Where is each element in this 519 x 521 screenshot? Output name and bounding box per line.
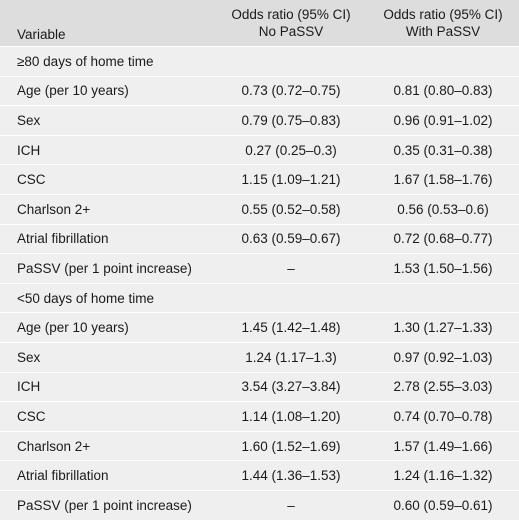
variable-cell: Age (per 10 years) [17, 83, 129, 99]
variable-cell: CSC [17, 408, 46, 424]
no-passv-cell: 0.27 (0.25–0.3) [245, 142, 337, 158]
with-passv-cell: 1.67 (1.58–1.76) [393, 172, 493, 188]
table-body: ≥80 days of home time Age (per 10 years) 0… [0, 47, 519, 521]
no-passv-cell: 0.63 (0.59–0.67) [241, 231, 341, 247]
with-passv-cell: 1.53 (1.50–1.56) [393, 260, 493, 276]
no-passv-cell: 1.44 (1.36–1.53) [241, 468, 341, 484]
with-passv-cell: 0.96 (0.91–1.02) [393, 112, 493, 128]
with-passv-cell: 1.24 (1.16–1.32) [393, 468, 493, 484]
table-row: PaSSV (per 1 point increase) – 0.60 (0.59–… [0, 491, 519, 521]
variable-cell: Charlson 2+ [17, 438, 91, 454]
table-row: Age (per 10 years) 1.45 (1.42–1.48) 1.30 (… [0, 313, 519, 343]
header-with-passv: Odds ratio (95% CI) With PaSSV [367, 0, 519, 46]
table-row: PaSSV (per 1 point increase) – 1.53 (1.50–… [0, 254, 519, 284]
table-row: Atrial fibrillation 0.63 (0.59–0.67) 0.72 … [0, 225, 519, 255]
no-passv-cell: 0.73 (0.72–0.75) [241, 83, 341, 99]
table-row: Atrial fibrillation 1.44 (1.36–1.53) 1.24 … [0, 461, 519, 491]
no-passv-cell: – [287, 260, 295, 276]
no-passv-cell: 1.14 (1.08–1.20) [241, 408, 341, 424]
table-row: ICH 3.54 (3.27–3.84) 2.78 (2.55–3.03) [0, 373, 519, 403]
no-passv-cell: 0.55 (0.52–0.58) [241, 201, 341, 217]
variable-cell: ICH [17, 379, 41, 395]
header-no-passv: Odds ratio (95% CI) No PaSSV [215, 0, 367, 46]
variable-cell: Atrial fibrillation [17, 231, 109, 247]
header-no-passv-line1: Odds ratio (95% CI) [231, 7, 351, 22]
variable-cell: ICH [17, 142, 41, 158]
no-passv-cell: 1.15 (1.09–1.21) [241, 172, 341, 188]
header-no-passv-line2: No PaSSV [258, 24, 324, 39]
section-header-row: ≥80 days of home time [0, 47, 519, 77]
variable-cell: Sex [17, 349, 41, 365]
with-passv-cell: 2.78 (2.55–3.03) [393, 379, 493, 395]
header-with-passv-line2: With PaSSV [405, 24, 481, 39]
with-passv-cell: 0.72 (0.68–0.77) [393, 231, 493, 247]
table-header: Variable Odds ratio (95% CI) No PaSSV Od… [0, 0, 519, 47]
with-passv-cell: 1.30 (1.27–1.33) [393, 320, 493, 336]
table-row: Age (per 10 years) 0.73 (0.72–0.75) 0.81 (… [0, 77, 519, 107]
table-row: CSC 1.14 (1.08–1.20) 0.74 (0.70–0.78) [0, 402, 519, 432]
table-row: ICH 0.27 (0.25–0.3) 0.35 (0.31–0.38) [0, 136, 519, 166]
table-row: Sex 0.79 (0.75–0.83) 0.96 (0.91–1.02) [0, 106, 519, 136]
variable-cell: CSC [17, 172, 46, 188]
variable-cell: Atrial fibrillation [17, 468, 109, 484]
no-passv-cell: 1.60 (1.52–1.69) [241, 438, 341, 454]
with-passv-cell: 1.57 (1.49–1.66) [393, 438, 493, 454]
variable-cell: PaSSV (per 1 point increase) [17, 498, 192, 514]
header-with-passv-line1: Odds ratio (95% CI) [383, 7, 503, 22]
table-row: Charlson 2+ 0.55 (0.52–0.58) 0.56 (0.53–0.… [0, 195, 519, 225]
no-passv-cell: 1.24 (1.17–1.3) [245, 349, 337, 365]
with-passv-cell: 0.35 (0.31–0.38) [393, 142, 493, 158]
with-passv-cell: 0.81 (0.80–0.83) [393, 83, 493, 99]
with-passv-cell: 0.74 (0.70–0.78) [393, 408, 493, 424]
variable-cell: Age (per 10 years) [17, 320, 129, 336]
with-passv-cell: 0.97 (0.92–1.03) [393, 349, 493, 365]
with-passv-cell: 0.56 (0.53–0.6) [397, 201, 489, 217]
section-header-row: <50 days of home time [0, 284, 519, 314]
table-row: Charlson 2+ 1.60 (1.52–1.69) 1.57 (1.49–1.… [0, 432, 519, 462]
variable-cell: Charlson 2+ [17, 201, 91, 217]
section-title: ≥80 days of home time [17, 53, 154, 69]
section-title: <50 days of home time [17, 290, 154, 306]
header-variable: Variable [17, 27, 66, 42]
no-passv-cell: – [287, 498, 295, 514]
no-passv-cell: 3.54 (3.27–3.84) [241, 379, 341, 395]
no-passv-cell: 0.79 (0.75–0.83) [241, 112, 341, 128]
variable-cell: Sex [17, 112, 41, 128]
no-passv-cell: 1.45 (1.42–1.48) [241, 320, 341, 336]
with-passv-cell: 0.60 (0.59–0.61) [393, 498, 493, 514]
variable-cell: PaSSV (per 1 point increase) [17, 260, 192, 276]
table-row: CSC 1.15 (1.09–1.21) 1.67 (1.58–1.76) [0, 165, 519, 195]
table-row: Sex 1.24 (1.17–1.3) 0.97 (0.92–1.03) [0, 343, 519, 373]
